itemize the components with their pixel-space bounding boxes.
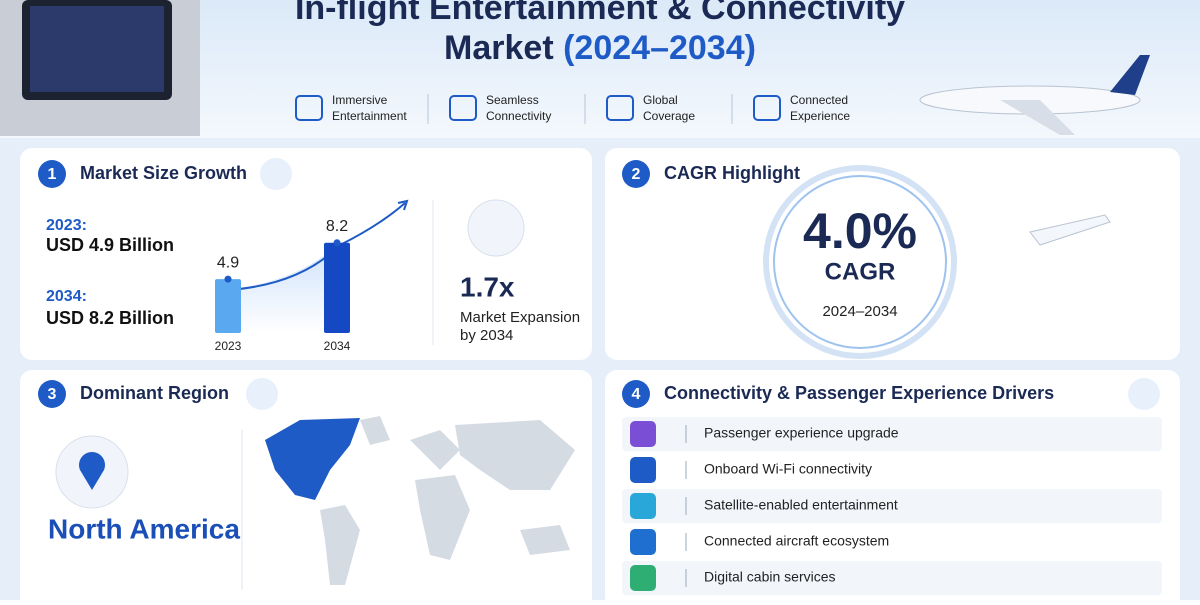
- arrow-head: [397, 199, 409, 211]
- plane-deco: [1029, 214, 1111, 246]
- feature-label: Immersive: [332, 93, 388, 107]
- panel-title: Dominant Region: [80, 383, 229, 403]
- title-market: Market: [444, 29, 554, 67]
- number-badge: [622, 380, 650, 408]
- icon: [467, 199, 525, 257]
- number-badge: [622, 160, 650, 188]
- number: 3: [48, 386, 57, 403]
- driver-icon: [630, 421, 656, 447]
- bar: [324, 242, 350, 333]
- driver-icon: [630, 457, 656, 483]
- data-label: 4.9: [217, 254, 239, 271]
- label: 2034:: [46, 288, 87, 305]
- cagr-period: 2024–2034: [822, 303, 897, 320]
- cagr-value: 4.0%: [803, 203, 917, 259]
- data-label: 8.2: [326, 218, 348, 235]
- feature-label: Seamless: [486, 93, 539, 107]
- bar-dot: [333, 239, 341, 247]
- number-badge: [38, 160, 66, 188]
- row-bg: [622, 489, 1162, 523]
- feature-label: Coverage: [643, 109, 695, 123]
- driver-label: Satellite-enabled entertainment: [704, 497, 898, 513]
- panel: [20, 148, 592, 360]
- icon: [246, 378, 278, 410]
- ring-inner: [773, 175, 947, 349]
- driver-list: Passenger experience upgrade Onboard Wi-F…: [622, 417, 1162, 595]
- airplane: [919, 55, 1150, 135]
- driver-label: Passenger experience upgrade: [704, 425, 899, 441]
- driver-label: Connected aircraft ecosystem: [704, 533, 889, 549]
- title-years: (2024–2034): [563, 29, 756, 67]
- panel-title: Market Size Growth: [80, 163, 247, 183]
- driver-label: Digital cabin services: [704, 569, 836, 585]
- driver-icon: [630, 493, 656, 519]
- label: 2023:: [46, 217, 87, 234]
- panel-title: CAGR Highlight: [664, 163, 800, 183]
- title: In-flight Entertainment & Connectivity: [295, 0, 905, 27]
- driver-icon: [630, 565, 656, 591]
- multiplier: 1.7x: [460, 271, 515, 302]
- feature-label: Connected: [790, 93, 848, 107]
- title-line2: Market (2024–2034): [444, 29, 756, 67]
- row-bg: [622, 561, 1162, 595]
- feature-label: Entertainment: [332, 109, 407, 123]
- feature-icon: [606, 95, 634, 121]
- driver-icon: [630, 529, 656, 555]
- icon: [260, 158, 292, 190]
- x-label: 2023: [215, 339, 242, 353]
- x-label: 2034: [324, 339, 351, 353]
- feature-label: Global: [643, 93, 678, 107]
- ring: [763, 165, 957, 359]
- row-bg: [622, 417, 1162, 451]
- feature-icon: [449, 95, 477, 121]
- row-bg: [622, 525, 1162, 559]
- feature-label: Connectivity: [486, 109, 551, 123]
- pin: [79, 452, 106, 490]
- number-badge: [38, 380, 66, 408]
- feature-row: Immersive Entertainment Seamless Connectivi…: [295, 93, 850, 124]
- panel-title: Connectivity & Passenger Experience Driv…: [664, 383, 1054, 403]
- feature-icon: [753, 95, 781, 121]
- bar-dot: [224, 275, 232, 283]
- value-text: USD 8.2 Billion: [46, 308, 174, 328]
- bar-chart: 4.9 2023 8.2 2034: [215, 218, 351, 353]
- region-name: North America: [48, 513, 240, 544]
- cagr-label: CAGR: [825, 258, 896, 285]
- driver-label: Onboard Wi-Fi connectivity: [704, 461, 872, 477]
- value-text: USD 4.9 Billion: [46, 235, 174, 255]
- icon: [1128, 378, 1160, 410]
- bar: [215, 279, 241, 333]
- world-map: [265, 416, 575, 585]
- feature-icon: [295, 95, 323, 121]
- number: 2: [632, 166, 641, 183]
- number: 4: [632, 386, 641, 403]
- feature-label: Experience: [790, 109, 850, 123]
- note: by 2034: [460, 327, 513, 344]
- row-bg: [622, 453, 1162, 487]
- note: Market Expansion: [460, 309, 580, 326]
- number: 1: [48, 166, 57, 183]
- screen-content: [30, 6, 164, 92]
